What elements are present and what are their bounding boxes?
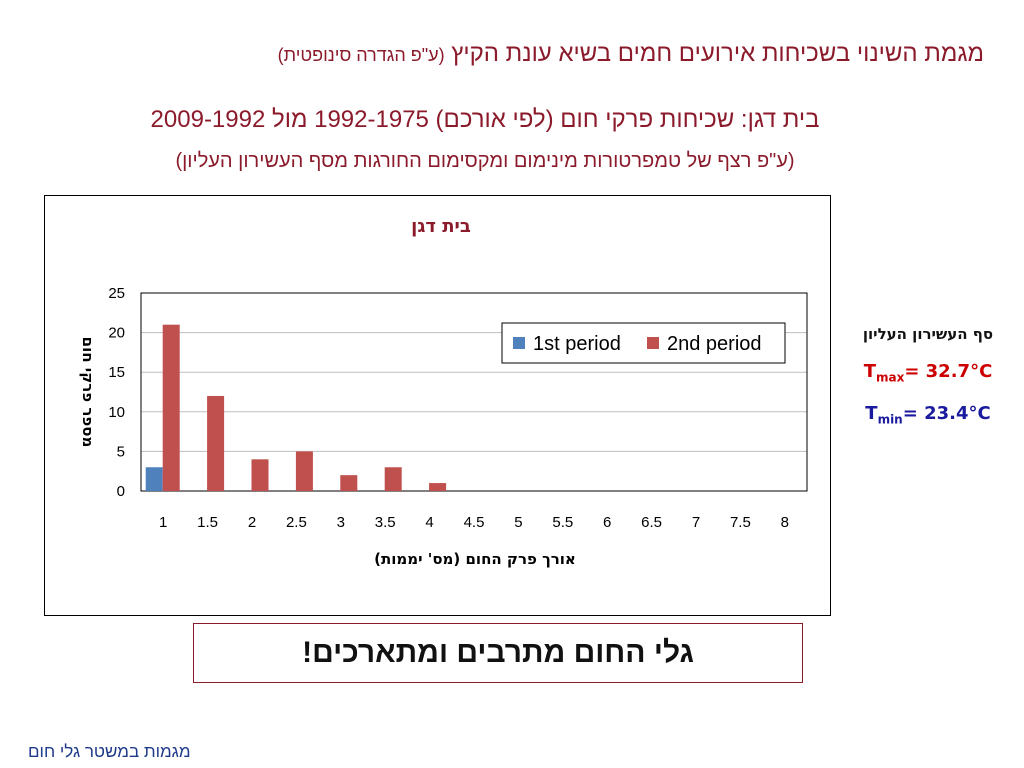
x-tick-label: 2 (248, 514, 256, 531)
chart-frame: בית דגן 0 5 10 15 20 25 1 1.5 2 2.5 3 3.5 4 4.5 5 5.5 6 6.… (44, 195, 831, 616)
x-tick-label: 7 (692, 514, 700, 531)
legend-label: 1st period (533, 333, 621, 355)
slide-subtitle-line2: (ע"פ רצף של טמפרטורות מינימום ומקסימום ה… (175, 150, 795, 172)
y-tick-label: 25 (108, 285, 125, 302)
slide-title-note: (ע"פ הגדרה סינופטית) (277, 45, 445, 65)
legend-label: 2nd period (667, 333, 762, 355)
x-tick-label: 6.5 (641, 514, 662, 531)
bar-2nd-period (384, 467, 402, 491)
y-tick-label: 5 (117, 443, 125, 460)
threshold-label: סף העשירון העליון (862, 325, 994, 343)
bar-2nd-period (251, 459, 269, 491)
bar-2nd-period (207, 395, 225, 491)
tmin-symbol: T (865, 402, 878, 424)
y-tick-label: 20 (108, 325, 125, 342)
bar-1st-period (145, 467, 163, 491)
legend-swatch (513, 337, 525, 349)
bar-chart: בית דגן 0 5 10 15 20 25 1 1.5 2 2.5 3 3.5 4 4.5 5 5.5 6 6.… (79, 216, 808, 568)
x-tick-label: 6 (603, 514, 611, 531)
chart-title: בית דגן (411, 216, 471, 237)
legend (501, 322, 786, 364)
callout-box: גלי החום מתרבים ומתארכים! (193, 623, 803, 683)
y-tick-label: 0 (117, 483, 125, 500)
threshold-panel: סף העשירון העליון Tmax= 32.7°C Tmin= 23.… (838, 325, 1018, 426)
x-tick-label: 8 (781, 514, 789, 531)
x-tick-label: 3.5 (375, 514, 396, 531)
tmax-sub: max (875, 370, 905, 385)
x-tick-label: 2.5 (286, 514, 307, 531)
x-tick-label: 7.5 (730, 514, 751, 531)
x-tick-label: 4 (425, 514, 433, 531)
y-tick-label: 10 (108, 404, 125, 421)
x-tick-label: 5 (514, 514, 522, 531)
slide-footer: מגמות במשטר גלי חום (28, 742, 191, 761)
legend-swatch (647, 337, 659, 349)
tmax-number: = 32.7°C (904, 361, 993, 382)
x-tick-label: 4.5 (464, 514, 485, 531)
slide-subtitle-line1: בית דגן: שכיחות פרקי חום (לפי אורכם) 199… (150, 106, 820, 133)
slide-title: מגמת השינוי בשכיחות אירועים חמים בשיא עו… (34, 40, 984, 68)
bar-2nd-period (429, 483, 447, 491)
plot-area (140, 292, 808, 492)
bar-2nd-period (162, 324, 180, 491)
bar-2nd-period (295, 451, 313, 491)
bar-2nd-period (340, 475, 358, 491)
x-tick-label: 1.5 (197, 514, 218, 531)
x-tick-label: 5.5 (552, 514, 573, 531)
y-axis-label: מספר פרקי חום (79, 337, 97, 448)
tmin-sub: min (877, 412, 903, 427)
x-axis-label: אורך פרק החום (מס' יממות) (374, 550, 576, 568)
x-tick-label: 1 (159, 514, 167, 531)
tmax-value: Tmax= 32.7°C (838, 361, 1018, 385)
tmin-number: = 23.4°C (902, 402, 991, 424)
slide-title-main: מגמת השינוי בשכיחות אירועים חמים בשיא עו… (451, 40, 984, 67)
callout-text: גלי החום מתרבים ומתארכים! (302, 636, 694, 669)
x-tick-label: 3 (337, 514, 345, 531)
tmin-value: Tmin= 23.4°C (838, 403, 1018, 427)
tmax-symbol: T (863, 361, 876, 382)
y-tick-label: 15 (108, 364, 125, 381)
